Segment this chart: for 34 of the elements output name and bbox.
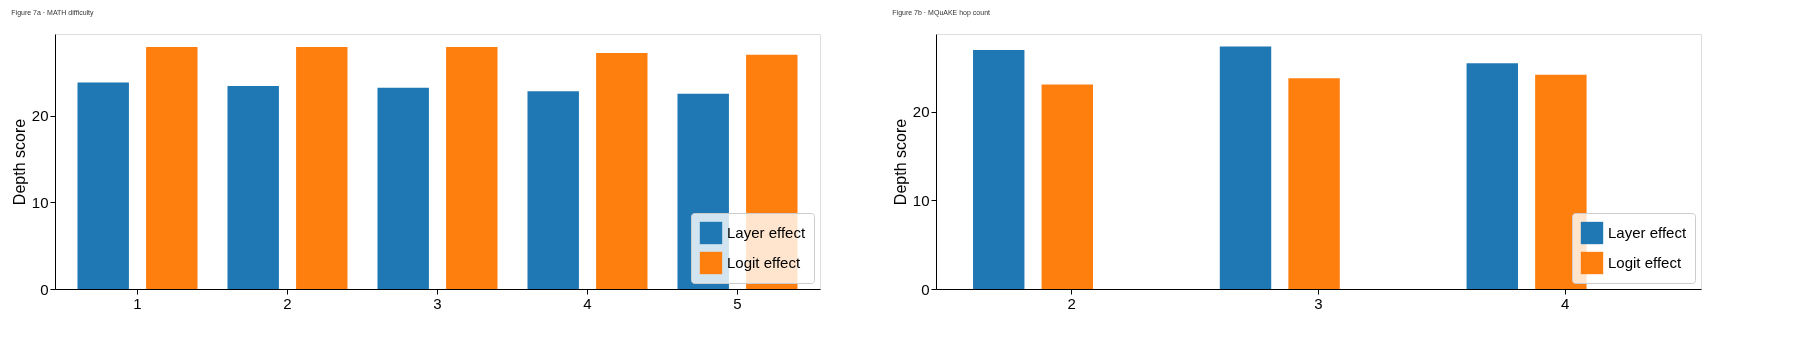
bar [1219,46,1272,289]
legend-label: Logit effect [1608,254,1682,271]
bar [227,86,279,289]
x-tick-label: 2 [1067,294,1076,312]
legend-label: Logit effect [727,254,801,271]
y-axis-title: Depth score [10,118,28,206]
bar [1535,74,1587,289]
bar [596,53,648,289]
x-tick-label: 4 [1561,294,1570,312]
bar [377,87,429,289]
y-tick-label: 0 [40,280,49,298]
bar [973,49,1025,289]
bar [1041,84,1094,289]
legend-label: Layer effect [1608,224,1687,241]
x-tick-label: 3 [1314,294,1323,312]
bar [1288,78,1340,289]
x-tick-label: 2 [283,294,292,312]
bar [527,91,579,289]
y-tick-label: 10 [912,191,930,209]
y-tick-label: 20 [31,107,49,125]
bar [1466,63,1518,289]
bar [77,82,129,289]
bar [296,47,348,289]
x-tick-label: 3 [433,294,442,312]
legend-label: Layer effect [727,224,806,241]
x-tick-label: 5 [733,294,742,312]
bar [446,47,498,289]
y-tick-label: 20 [912,103,930,121]
x-tick-label: 1 [133,294,142,312]
x-tick-label: 4 [583,294,592,312]
y-tick-label: 10 [31,193,49,211]
bar [146,47,198,289]
y-tick-label: 0 [921,280,930,298]
y-axis-title: Depth score [891,118,909,206]
